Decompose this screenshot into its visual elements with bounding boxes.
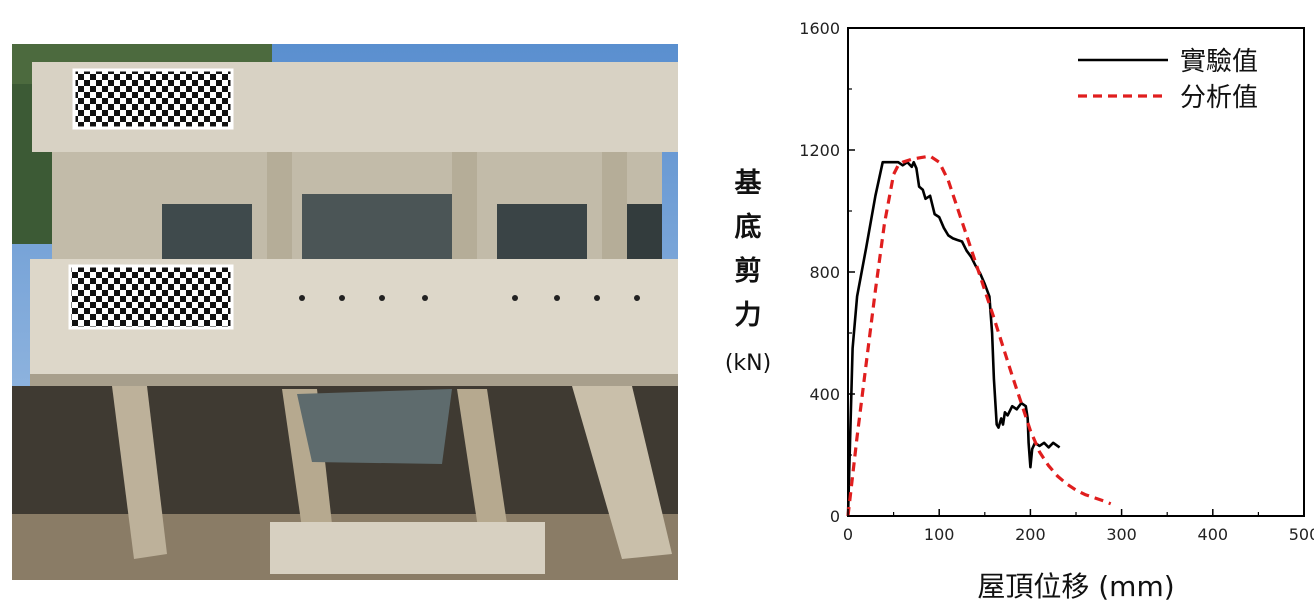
- x-tick-label: 500: [1289, 525, 1314, 544]
- y-axis-label-char: 底: [735, 211, 762, 243]
- x-tick-label: 400: [1198, 525, 1229, 544]
- x-tick-label: 200: [1015, 525, 1046, 544]
- y-axis-label-char: 剪: [735, 255, 762, 287]
- series-line-2: [846, 154, 1112, 517]
- photo-illustration: [12, 44, 678, 580]
- x-tick-label: 100: [924, 525, 955, 544]
- y-tick-label: 400: [809, 385, 840, 404]
- series-line-1: [846, 160, 1061, 517]
- x-tick-label: 300: [1106, 525, 1137, 544]
- y-tick-label: 0: [830, 507, 840, 526]
- y-tick-label: 800: [809, 263, 840, 282]
- x-tick-label: 0: [843, 525, 853, 544]
- y-axis-label-char: 基: [735, 168, 763, 199]
- building-collapse-photo: [12, 44, 678, 580]
- plot-frame: [847, 27, 1305, 517]
- legend-label: 分析值: [1180, 83, 1258, 113]
- legend-label: 實驗值: [1180, 47, 1258, 77]
- y-axis-unit: (kN): [725, 351, 771, 376]
- y-axis-label-char: 力: [735, 300, 762, 331]
- y-tick-label: 1600: [799, 19, 840, 38]
- x-axis-label: 屋頂位移 (mm): [977, 570, 1174, 603]
- y-tick-label: 1200: [799, 141, 840, 160]
